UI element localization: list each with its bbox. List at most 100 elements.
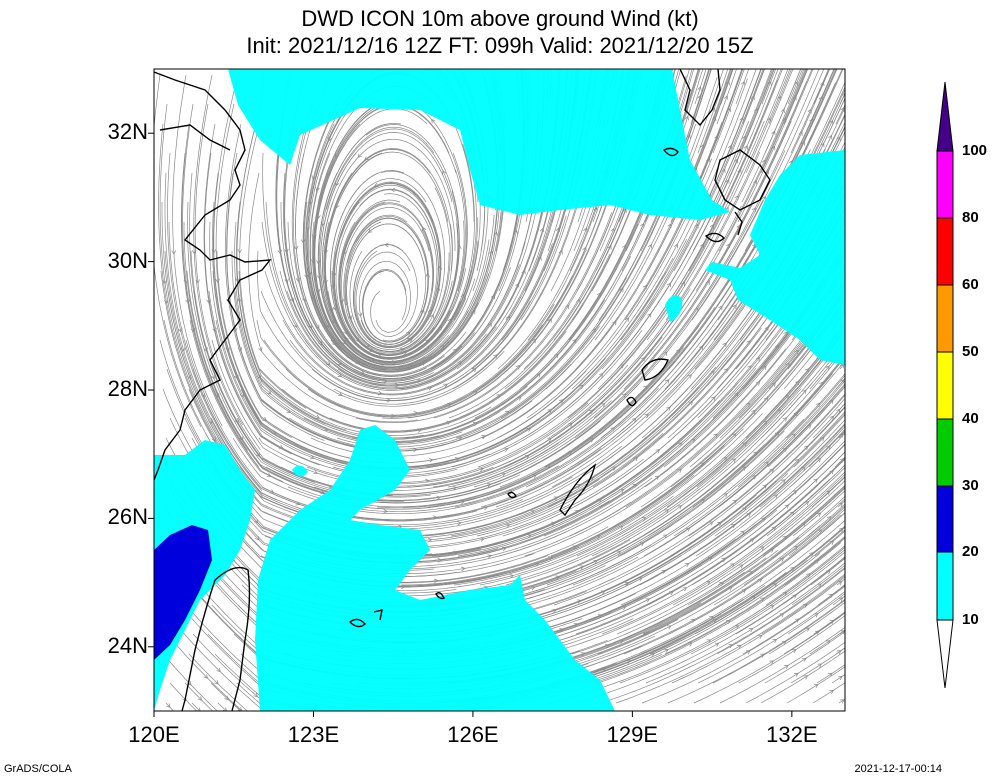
streamline-arrow [769, 468, 775, 473]
streamline [783, 611, 845, 655]
streamline-arrow [760, 597, 765, 602]
streamline-arrow [764, 169, 769, 175]
streamline [217, 702, 227, 711]
streamline-arrow [673, 243, 678, 249]
streamline-arrow [706, 157, 711, 163]
china-coast-inlet [159, 124, 231, 151]
streamline-arrow [536, 373, 541, 378]
streamline-arrow [746, 512, 752, 517]
lon-tick-label: 123E [287, 722, 340, 747]
streamline-arrow [493, 231, 499, 237]
streamline-arrow [803, 445, 809, 450]
streamline-arrow [838, 502, 843, 507]
streamline-arrow [741, 466, 747, 471]
streamline [594, 423, 845, 606]
streamline-arrow [295, 277, 301, 283]
streamline [166, 633, 243, 711]
streamline-arrow [730, 523, 736, 529]
streamline-arrow [277, 249, 282, 255]
streamline-arrow [471, 309, 476, 315]
streamline-arrow [472, 367, 477, 373]
streamline-arrow [607, 245, 612, 250]
streamline [571, 485, 845, 655]
streamline-arrow [771, 382, 776, 387]
colorbar-label: 100 [962, 142, 988, 159]
streamline [615, 573, 845, 704]
streamline [807, 503, 845, 537]
streamline-arrow [816, 457, 822, 463]
streamline [834, 456, 845, 468]
streamline-arrow [769, 548, 774, 553]
streamline-arrow [757, 634, 763, 639]
cyan-region-east [705, 150, 845, 365]
streamline-arrow [723, 493, 728, 498]
streamline-arrow [814, 559, 820, 564]
lon-tick-label: 120E [128, 722, 180, 747]
streamline-arrow [203, 674, 209, 679]
kyushu [714, 149, 771, 211]
streamline-arrow [422, 226, 427, 232]
streamline-arrow [825, 365, 830, 371]
streamline-arrow [727, 144, 733, 150]
streamline-arrow [611, 466, 617, 471]
streamline [738, 69, 773, 154]
streamline-arrow [825, 640, 831, 645]
streamline-arrow [795, 458, 800, 464]
streamline-arrow [211, 249, 217, 254]
streamline [673, 380, 845, 537]
streamline-arrow [640, 356, 646, 362]
streamline-arrow [721, 557, 727, 562]
streamline-arrow [801, 522, 806, 527]
streamline [812, 682, 845, 704]
streamline-arrow [725, 620, 731, 625]
streamline-arrow [332, 306, 337, 311]
streamline-arrow [686, 134, 691, 139]
streamline-arrow [836, 408, 841, 414]
streamline [712, 599, 845, 684]
streamline-arrow [483, 505, 489, 511]
streamline-arrow [802, 657, 807, 662]
lat-tick-label: 32N [107, 119, 148, 145]
map-title: DWD ICON 10m above ground Wind (kt) [301, 6, 699, 31]
streamline-arrow [591, 328, 596, 333]
streamline-arrow [315, 187, 320, 192]
streamline-arrow [743, 145, 748, 150]
streamline-arrow [619, 287, 624, 293]
streamline-arrow [431, 118, 436, 124]
streamline [788, 508, 845, 557]
streamline-arrow [817, 529, 823, 534]
korea-coast [679, 69, 721, 127]
streamline-arrow [753, 107, 759, 113]
streamline-arrow [666, 625, 672, 630]
streamline-arrow [610, 227, 615, 233]
streamline [697, 69, 729, 154]
streamline-arrow [737, 168, 742, 174]
streamline-arrow [224, 695, 229, 701]
streamline-arrow [767, 81, 772, 86]
streamline [735, 69, 750, 105]
streamline [784, 537, 845, 586]
streamline-arrow [791, 433, 796, 438]
streamline-arrow [195, 279, 200, 284]
streamline-arrow [793, 545, 798, 551]
china-coast [154, 71, 272, 481]
streamline-arrow [532, 474, 538, 479]
island-tokunoshima [626, 396, 637, 407]
streamline-arrow [781, 479, 786, 484]
lat-tick-label: 24N [107, 632, 148, 658]
streamline-arrow [505, 523, 511, 528]
streamline-arrow [639, 542, 645, 547]
streamline [617, 360, 845, 557]
streamline-arrow [737, 644, 742, 649]
streamline-arrow [496, 394, 502, 399]
streamline-arrow [643, 385, 648, 390]
streamline-arrow [838, 597, 844, 602]
streamline-arrow [513, 229, 518, 235]
streamline-arrow [760, 653, 765, 658]
streamline-arrow [792, 95, 797, 101]
streamline-arrow [815, 402, 821, 407]
streamline-arrow [253, 692, 259, 698]
streamline-arrow [745, 650, 751, 655]
streamline-arrow [460, 566, 466, 572]
